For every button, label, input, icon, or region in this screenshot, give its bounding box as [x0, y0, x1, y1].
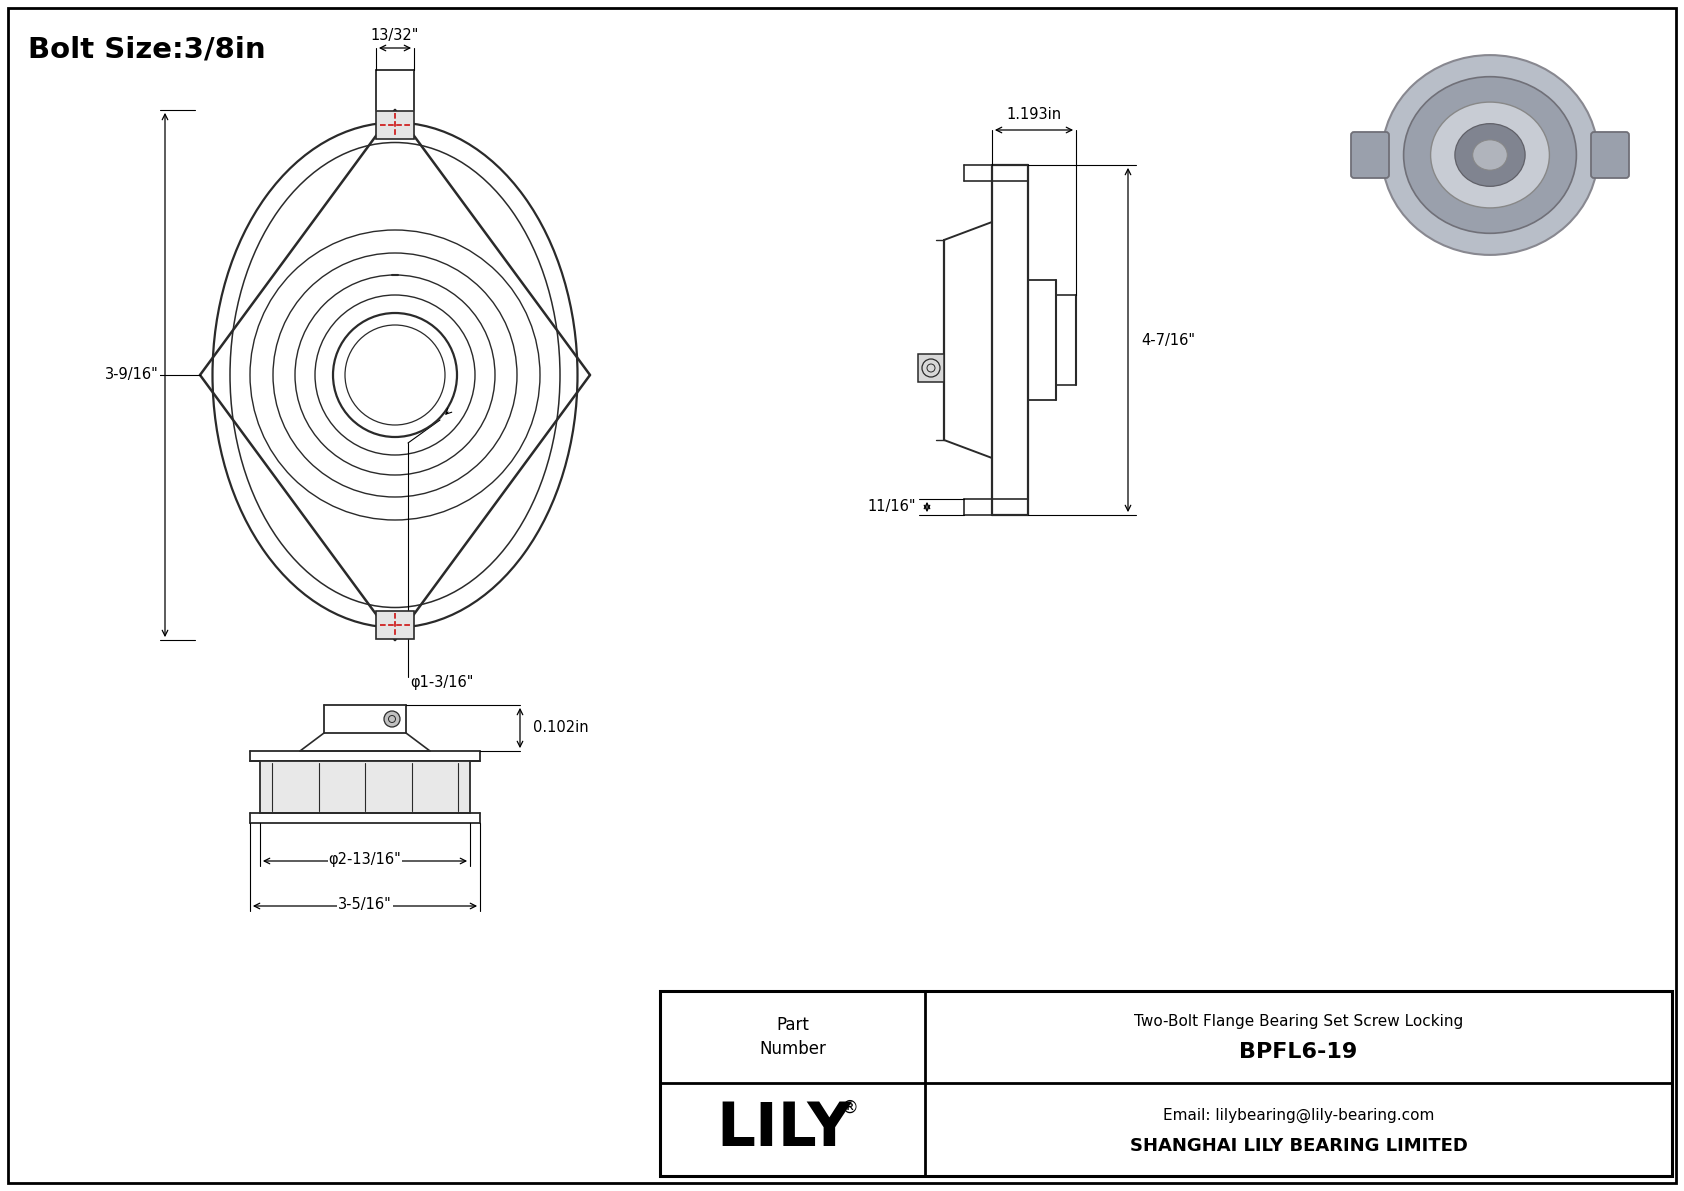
Text: 11/16": 11/16"	[867, 499, 916, 515]
Text: Two-Bolt Flange Bearing Set Screw Locking: Two-Bolt Flange Bearing Set Screw Lockin…	[1133, 1014, 1463, 1029]
Ellipse shape	[1431, 102, 1549, 208]
Circle shape	[384, 711, 401, 727]
Ellipse shape	[1383, 55, 1598, 255]
Text: BPFL6-19: BPFL6-19	[1239, 1042, 1357, 1062]
FancyBboxPatch shape	[1351, 132, 1389, 177]
Text: Email: lilybearing@lily-bearing.com: Email: lilybearing@lily-bearing.com	[1164, 1108, 1435, 1123]
Text: 3-5/16": 3-5/16"	[338, 897, 392, 912]
Circle shape	[333, 313, 456, 437]
FancyBboxPatch shape	[660, 991, 1672, 1176]
Text: φ2-13/16": φ2-13/16"	[328, 852, 401, 867]
Text: 4-7/16": 4-7/16"	[1142, 332, 1196, 348]
Text: LILY: LILY	[717, 1100, 852, 1159]
Text: Bolt Size:3/8in: Bolt Size:3/8in	[29, 36, 266, 64]
Text: 1.193in: 1.193in	[1007, 107, 1061, 121]
Text: 0.102in: 0.102in	[534, 721, 589, 736]
Ellipse shape	[1403, 76, 1576, 233]
FancyBboxPatch shape	[376, 111, 414, 139]
Text: φ1-3/16": φ1-3/16"	[409, 675, 473, 690]
Text: Part
Number: Part Number	[759, 1016, 825, 1058]
FancyBboxPatch shape	[8, 8, 1676, 1183]
FancyBboxPatch shape	[918, 354, 945, 382]
FancyBboxPatch shape	[259, 761, 470, 813]
Text: ®: ®	[840, 1099, 859, 1117]
Text: 13/32": 13/32"	[370, 29, 419, 43]
FancyBboxPatch shape	[1591, 132, 1628, 177]
Text: 3-9/16": 3-9/16"	[104, 368, 158, 382]
FancyBboxPatch shape	[376, 611, 414, 640]
Text: SHANGHAI LILY BEARING LIMITED: SHANGHAI LILY BEARING LIMITED	[1130, 1136, 1467, 1155]
Ellipse shape	[1455, 124, 1526, 186]
Ellipse shape	[1474, 139, 1507, 170]
